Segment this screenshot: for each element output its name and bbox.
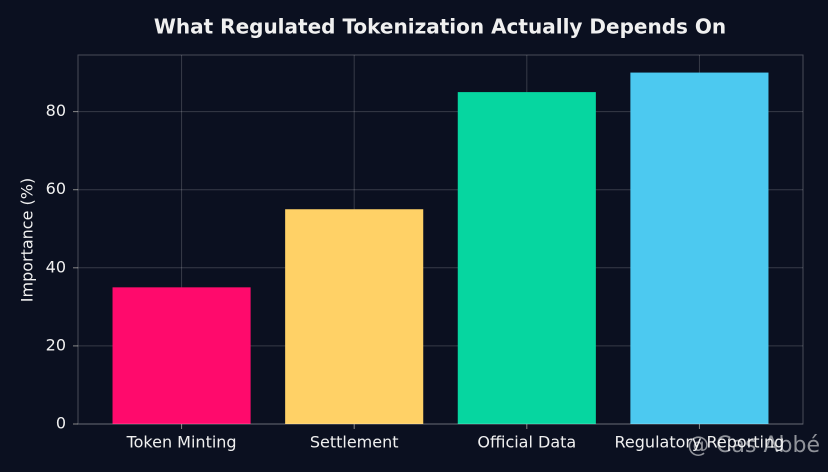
- bar: [457, 92, 596, 424]
- y-tick-label: 60: [46, 179, 66, 198]
- y-tick-label: 40: [46, 257, 66, 276]
- y-tick-label: 80: [46, 101, 66, 120]
- watermark: @ Cas Abbé: [687, 433, 820, 458]
- x-tick-label: Regulatory Reporting: [615, 433, 785, 452]
- y-tick-label: 20: [46, 335, 66, 354]
- x-tick-label: Official Data: [477, 433, 576, 452]
- y-tick-label: 0: [56, 414, 66, 433]
- y-axis-label: Importance (%): [18, 178, 37, 302]
- bar: [112, 287, 251, 424]
- chart-title: What Regulated Tokenization Actually Dep…: [154, 15, 726, 39]
- x-tick-label: Token Minting: [126, 433, 237, 452]
- x-tick-label: Settlement: [310, 433, 399, 452]
- plot-frame: [77, 54, 804, 425]
- bar: [285, 209, 424, 424]
- bar: [630, 72, 769, 425]
